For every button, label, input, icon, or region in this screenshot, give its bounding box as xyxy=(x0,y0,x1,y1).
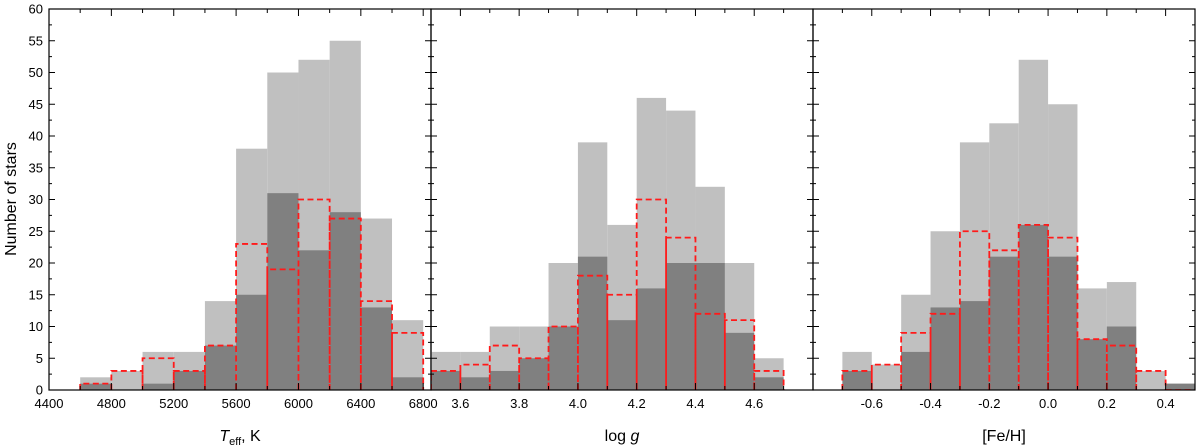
x-tick-label: 4.4 xyxy=(686,396,704,411)
y-tick-label: 35 xyxy=(29,160,43,175)
x-tick-label: 3.8 xyxy=(510,396,528,411)
x-tick-label: 0.4 xyxy=(1157,396,1175,411)
bar-subset xyxy=(392,377,424,390)
dashed-histogram xyxy=(841,224,1195,390)
bar-subset xyxy=(1106,326,1137,390)
bar-subset xyxy=(724,332,755,390)
bar-subset xyxy=(1165,383,1195,390)
bar-subset xyxy=(519,358,549,390)
panel-1: 4400 4800 5200 5600 6000 6400 6800 Teff, K xyxy=(35,8,438,447)
bars-group xyxy=(79,40,425,390)
bars-group xyxy=(841,59,1195,390)
bar-subset xyxy=(236,294,268,390)
x-tick-label: 4.0 xyxy=(569,396,587,411)
y-tick-label: 0 xyxy=(36,383,43,398)
panel-3: -0.6 -0.4 -0.2 0.0 0.2 0.4 [Fe/H] xyxy=(812,8,1196,445)
y-tick-label: 50 xyxy=(29,65,43,80)
x-tick-label: -0.2 xyxy=(978,396,1000,411)
x-tick-label: 4.6 xyxy=(745,396,763,411)
bar-subset xyxy=(930,307,960,390)
x-tick-label: 4.2 xyxy=(628,396,646,411)
bar-subset xyxy=(842,370,872,390)
panel-2: 3.6 3.8 4.0 4.2 4.4 4.6 log g xyxy=(430,8,814,445)
x-tick-label: 6400 xyxy=(346,396,375,411)
bar-subset xyxy=(80,383,112,390)
x-tick-label: -0.6 xyxy=(861,396,883,411)
bar-subset xyxy=(607,320,637,390)
bar-subset xyxy=(460,377,490,390)
bar-subset xyxy=(959,301,990,390)
bar-subset xyxy=(1077,339,1107,390)
x-axis-title: log g xyxy=(605,428,640,445)
x-tick-label: 3.6 xyxy=(451,396,469,411)
bar-subset xyxy=(431,370,461,390)
x-tick-label: 6000 xyxy=(284,396,313,411)
x-tick-label: 4400 xyxy=(35,396,64,411)
y-tick-label: 30 xyxy=(29,192,43,207)
y-tick-label: 10 xyxy=(29,319,43,334)
y-tick-label: 60 xyxy=(29,2,43,17)
bar-subset xyxy=(142,383,174,390)
x-tick-label: 6800 xyxy=(409,396,438,411)
bar-subset xyxy=(204,345,237,390)
x-tick-label: 0.2 xyxy=(1098,396,1116,411)
y-tick-label: 5 xyxy=(36,351,43,366)
bar-subset xyxy=(577,256,608,390)
bar-subset xyxy=(754,377,784,390)
bar-subset xyxy=(1048,256,1078,390)
y-tick-label: 25 xyxy=(29,224,43,239)
x-axis-title: Teff, K xyxy=(219,428,261,447)
x-tick-label: 5200 xyxy=(159,396,188,411)
bar-subset xyxy=(666,263,696,390)
bar-subset xyxy=(329,212,361,390)
bar-subset xyxy=(360,307,393,390)
x-tick-label: 4800 xyxy=(97,396,126,411)
y-tick-label: 20 xyxy=(29,256,43,271)
bar-subset xyxy=(548,326,578,390)
dashed-histogram xyxy=(431,198,785,390)
x-tick-label: -0.4 xyxy=(919,396,941,411)
y-tick-label: 45 xyxy=(29,97,43,112)
bar-all xyxy=(111,370,143,390)
bar-subset xyxy=(989,256,1019,390)
bar-all xyxy=(871,364,902,390)
y-axis-title: Number of stars xyxy=(3,142,20,256)
bar-subset xyxy=(1018,224,1049,390)
dashed-histogram xyxy=(79,198,425,390)
bar-subset xyxy=(298,250,330,390)
y-tick-label: 15 xyxy=(29,287,43,302)
bar-subset xyxy=(636,288,667,390)
x-tick-label: 0.0 xyxy=(1039,396,1057,411)
bar-all xyxy=(1136,370,1166,390)
bar-subset xyxy=(695,263,725,390)
bar-subset xyxy=(901,351,931,390)
bar-subset xyxy=(489,370,520,390)
bar-subset xyxy=(173,370,205,390)
bars-group xyxy=(431,97,785,390)
bar-subset xyxy=(267,193,299,390)
x-tick-label: 5600 xyxy=(222,396,251,411)
y-tick-label: 55 xyxy=(29,33,43,48)
y-tick-label: 40 xyxy=(29,129,43,144)
x-axis-title: [Fe/H] xyxy=(982,428,1026,445)
